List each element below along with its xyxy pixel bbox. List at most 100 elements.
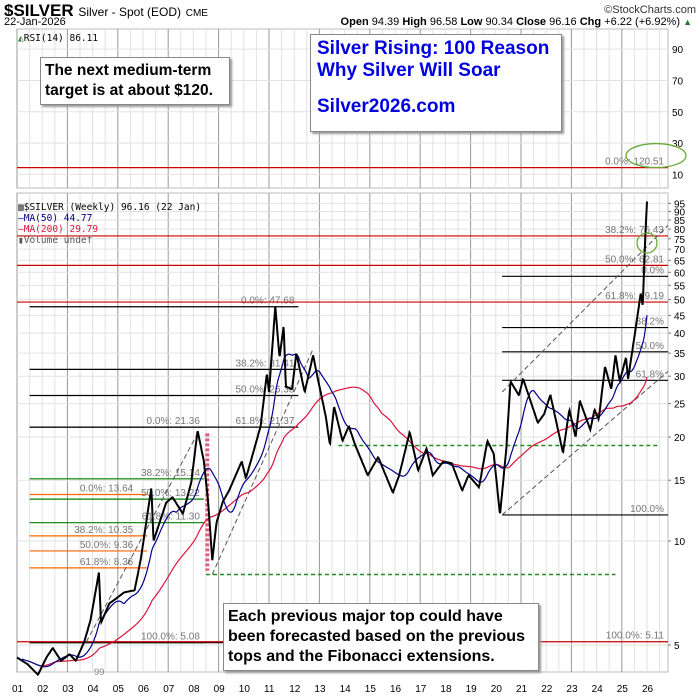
x-tick-label: 15 — [365, 684, 377, 695]
y-tick-label: 35 — [674, 349, 686, 360]
legend-ma50: MA(50) 44.77 — [23, 213, 93, 224]
rsi-tick-label: 30 — [672, 139, 684, 150]
fib-level-label: 50.0%: 62.81 — [605, 254, 664, 265]
x-tick-label: 16 — [390, 684, 402, 695]
y-tick-label: 95 — [674, 199, 686, 210]
legend-price: $SILVER (Weekly) 96.16 (22 Jan) — [23, 202, 202, 213]
trendline — [501, 225, 669, 393]
up-arrow-icon: ▲ — [683, 17, 692, 27]
x-tick-label: 01 — [12, 684, 24, 695]
x-tick-label: 05 — [113, 684, 125, 695]
rsi-icon: ◭ — [18, 33, 24, 44]
ma200-line — [31, 376, 648, 667]
x-tick-label: 08 — [188, 684, 200, 695]
fib-level-label: 61.8%: 49.19 — [605, 291, 664, 302]
y-tick-label: 40 — [674, 329, 686, 340]
highlight-circle — [636, 232, 658, 254]
x-tick-label: 07 — [163, 684, 175, 695]
promo-line: Why Silver Will Soar — [317, 60, 501, 81]
y-tick-label: 55 — [674, 281, 686, 292]
x-tick-label: 09 — [214, 684, 226, 695]
fib-level-label: 61.8% — [636, 369, 664, 380]
ma200-swatch-icon: — — [18, 224, 24, 235]
x-tick-label: 25 — [617, 684, 629, 695]
y-tick-label: 90 — [674, 207, 686, 218]
fib-level-label: 61.8%: 21.37 — [235, 416, 294, 427]
y-tick-label: 85 — [674, 216, 686, 227]
fib-level-label: 50.0%: 13.22 — [141, 488, 200, 499]
fib-level-label: 38.2%: 10.35 — [74, 525, 133, 536]
price-legend: ▥$SILVER (Weekly) 96.16 (22 Jan) —MA(50)… — [18, 202, 201, 246]
ma50-swatch-icon: — — [18, 213, 24, 224]
fib-level-label: 38.2%: 15.14 — [141, 468, 200, 479]
x-tick-label: 10 — [239, 684, 251, 695]
price-line — [16, 201, 648, 677]
promo-link[interactable]: Silver2026.com — [317, 96, 456, 117]
promo-annotation[interactable]: Silver Rising: 100 Reason Why Silver Wil… — [310, 34, 562, 132]
fib-level-label: 0.0%: 120.51 — [605, 157, 664, 168]
close-value: 96.16 — [549, 16, 577, 28]
open-value: 94.39 — [371, 16, 400, 28]
symbol-description: Silver - Spot (EOD) — [78, 5, 182, 19]
x-tick-label: 06 — [138, 684, 150, 695]
low-marker: 99 — [94, 667, 105, 678]
highlight-ellipse — [625, 142, 687, 169]
y-tick-label: 60 — [674, 268, 686, 279]
rsi-label: RSI(14) 86.11 — [23, 33, 99, 44]
x-tick-label: 14 — [340, 684, 352, 695]
target-annotation: The next medium-term target is at about … — [40, 57, 230, 105]
x-tick-label: 04 — [88, 684, 100, 695]
rsi-tick-label: 70 — [672, 76, 684, 87]
x-tick-label: 17 — [415, 684, 427, 695]
y-tick-label: 70 — [674, 245, 686, 256]
ohlc-readout: Open 94.39 High 96.58 Low 90.34 Close 96… — [340, 16, 692, 28]
chart-date: 22-Jan-2026 — [4, 16, 66, 28]
y-tick-label: 80 — [674, 225, 686, 236]
y-tick-label: 65 — [674, 256, 686, 267]
low-label: Low — [460, 16, 483, 28]
y-tick-label: 25 — [674, 400, 686, 411]
x-tick-label: 18 — [440, 684, 452, 695]
x-tick-label: 19 — [466, 684, 478, 695]
rsi-tick-label: 90 — [672, 45, 684, 56]
fib-level-label: 100.0%: 5.08 — [141, 632, 200, 643]
x-tick-label: 23 — [566, 684, 578, 695]
y-tick-label: 30 — [674, 372, 686, 383]
fib-level-label: 38.2%: 31.41 — [235, 358, 294, 369]
x-tick-label: 22 — [541, 684, 553, 695]
y-tick-label: 45 — [674, 311, 686, 322]
close-label: Close — [516, 16, 547, 28]
annotation-line: been forecasted based on the previous — [228, 628, 525, 645]
legend-ma200: MA(200) 29.79 — [23, 224, 99, 235]
symbol: $SILVER — [4, 1, 74, 20]
legend-volume: Volume undef — [23, 235, 93, 246]
low-value: 90.34 — [485, 16, 514, 28]
x-tick-label: 12 — [289, 684, 301, 695]
rsi-tick-label: 50 — [672, 108, 684, 119]
x-tick-label: 11 — [264, 684, 275, 695]
brand[interactable]: ©StockCharts.com — [604, 4, 696, 16]
x-tick-label: 02 — [37, 684, 49, 695]
high-label: High — [402, 16, 427, 28]
chg-label: Chg — [579, 16, 602, 28]
x-tick-label: 20 — [491, 684, 503, 695]
x-tick-label: 03 — [62, 684, 74, 695]
fib-level-label: 38.2%: 76.43 — [605, 225, 664, 236]
fib-level-label: 50.0% — [636, 341, 664, 352]
forecast-annotation: Each previous major top could have been … — [223, 603, 539, 671]
open-label: Open — [340, 16, 369, 28]
y-tick-label: 50 — [674, 296, 686, 307]
fib-level-label: 61.8%: 11.30 — [142, 512, 201, 523]
fib-level-label: 100.0%: 5.11 — [606, 631, 665, 642]
fib-level-label: 0.0%: 47.68 — [241, 296, 295, 307]
fib-level-label: 50.0%: 9.36 — [80, 540, 134, 551]
exchange: CME — [185, 8, 208, 19]
annotation-line: Each previous major top could have — [228, 608, 503, 625]
fib-level-label: 0.0%: 21.36 — [147, 416, 201, 427]
chg-value: +6.22 (+6.92%) — [604, 16, 681, 28]
ma50-line — [21, 315, 648, 668]
fib-level-label: 38.2% — [636, 317, 664, 328]
y-tick-label: 20 — [674, 433, 686, 444]
annotation-line: The next medium-term — [45, 62, 212, 79]
trendline — [501, 370, 669, 516]
